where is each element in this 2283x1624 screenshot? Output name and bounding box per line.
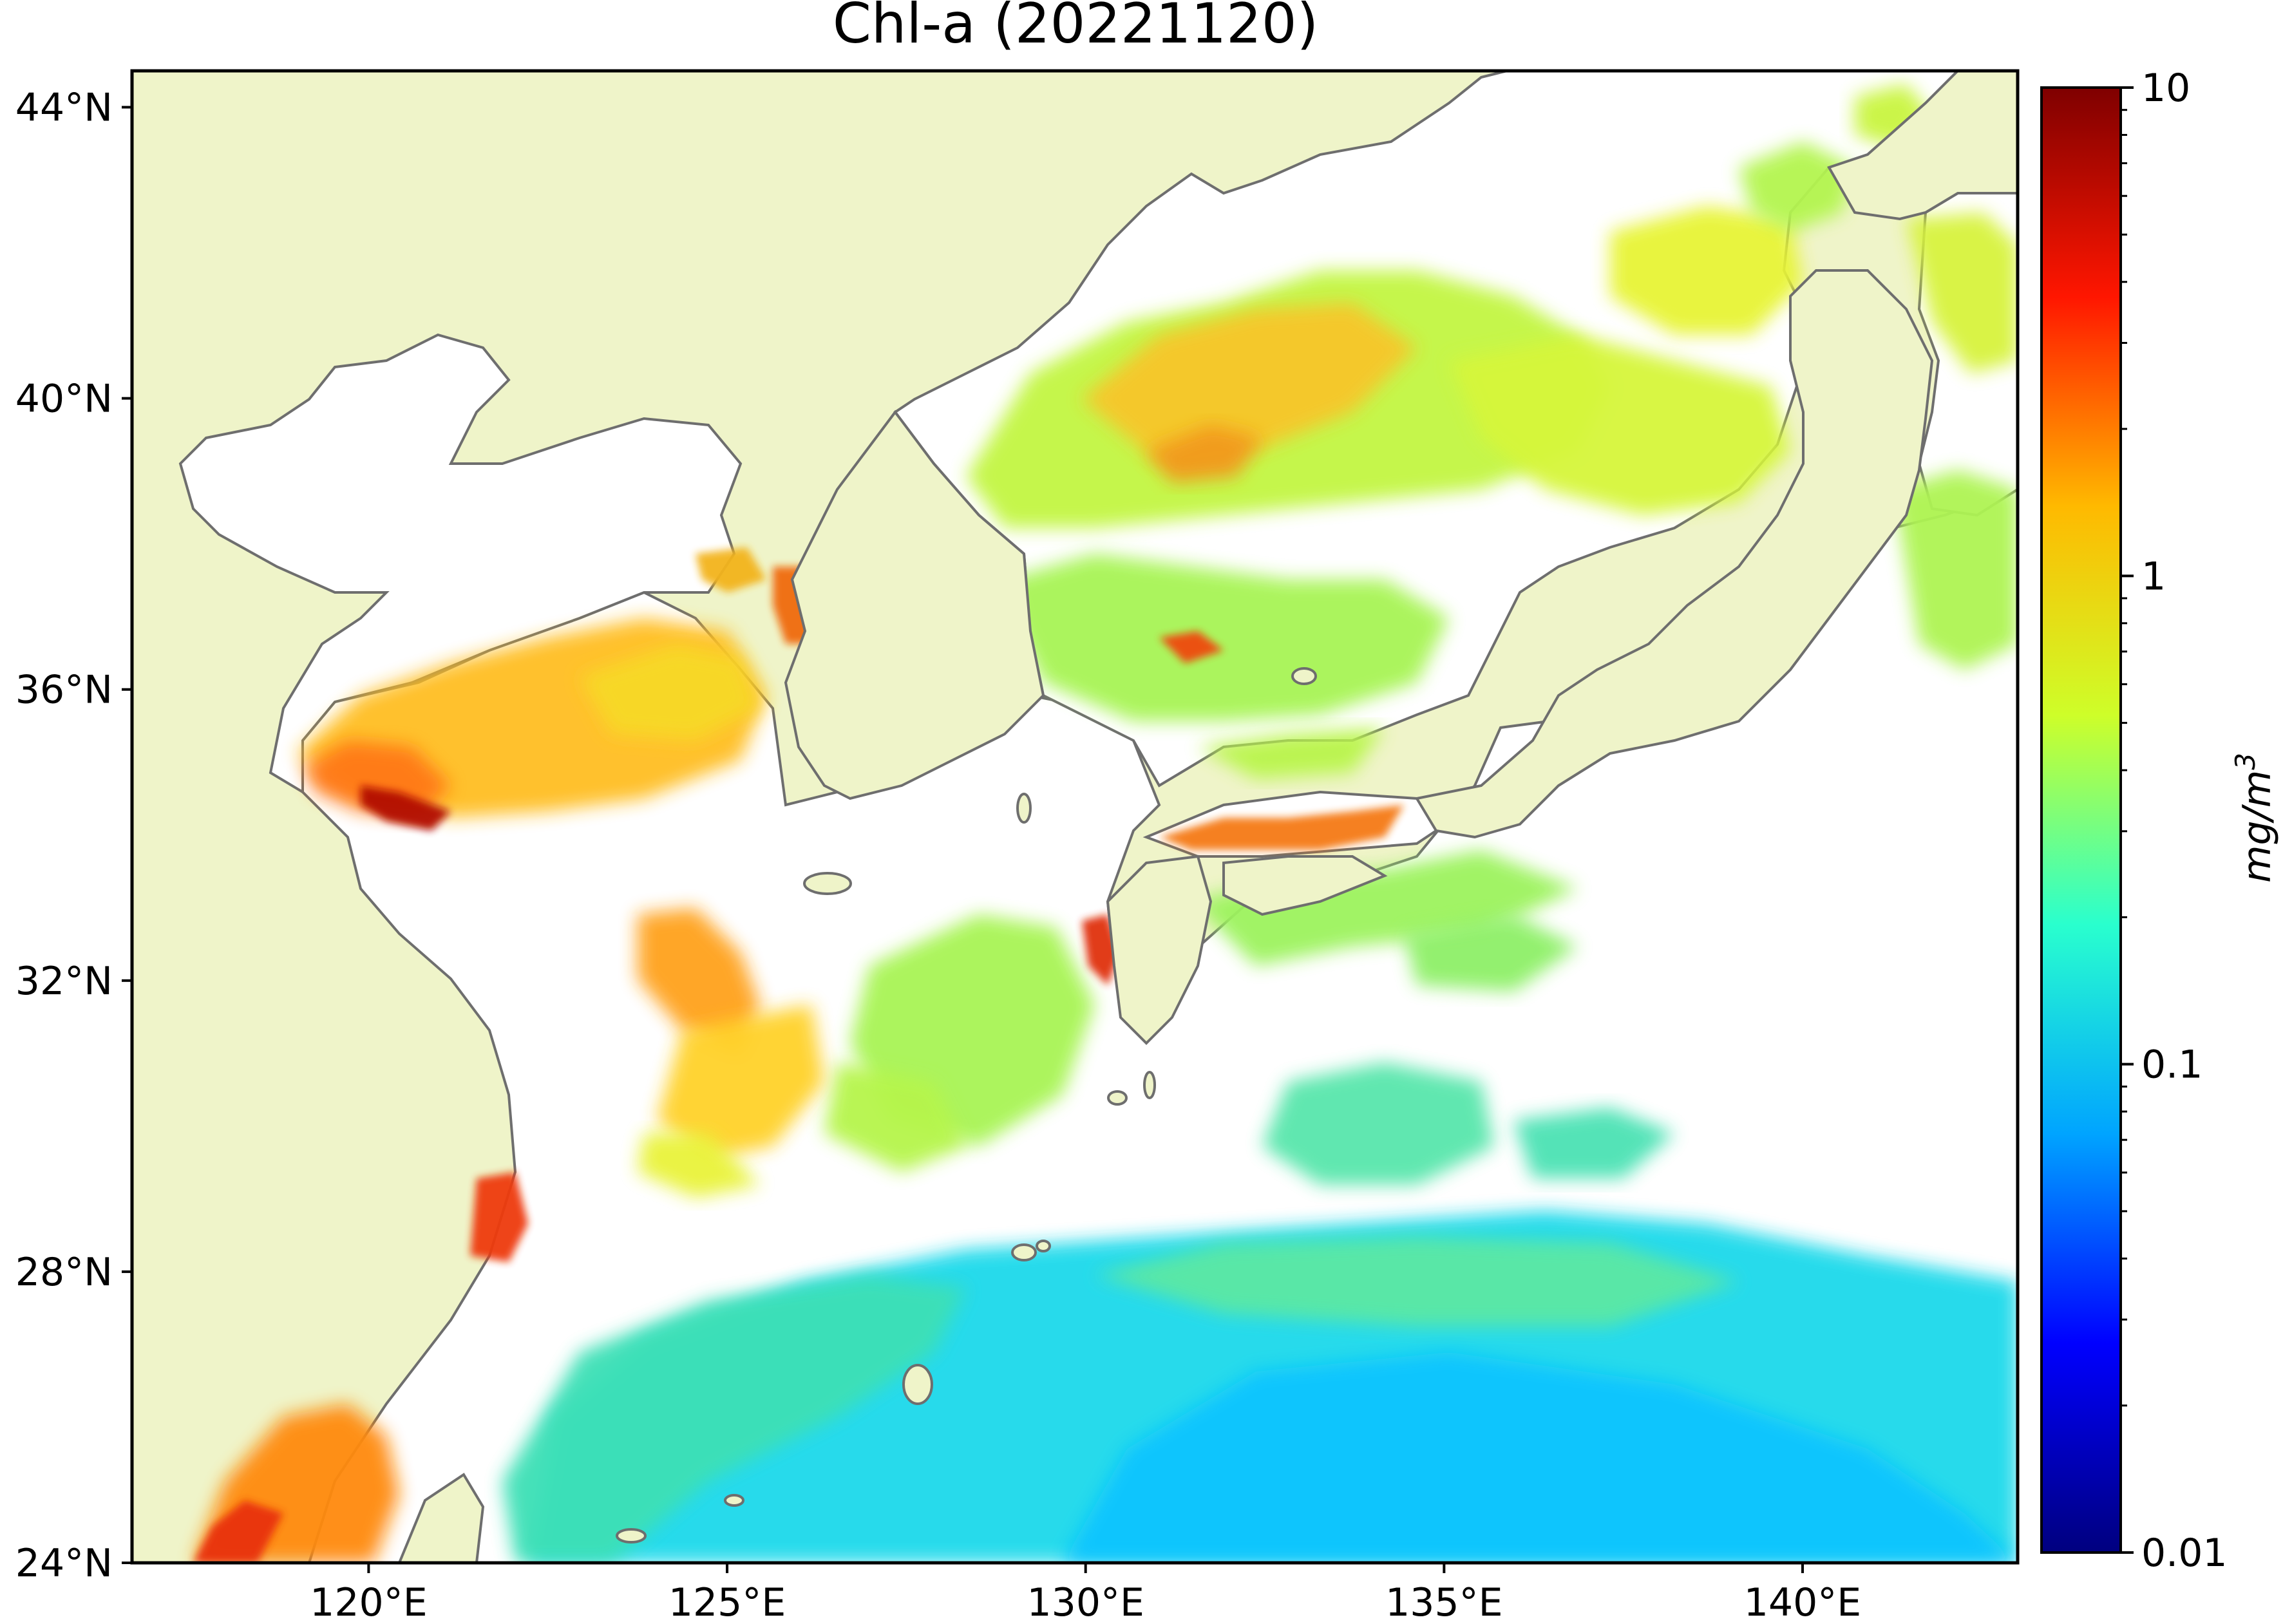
lon-tick-label: 125°E (668, 1580, 786, 1624)
land-region (1106, 854, 1213, 1045)
chl-patch (580, 644, 760, 741)
chl-patch (1005, 554, 1449, 721)
map-frame (130, 69, 2020, 1565)
lat-tick-label: 36°N (15, 668, 113, 713)
colorbar-tick-label: 0.01 (2141, 1531, 2228, 1576)
lat-tick-label: 44°N (15, 86, 113, 131)
chl-patch (1082, 303, 1417, 464)
chl-patch (824, 1062, 966, 1172)
chl-patch (1146, 425, 1262, 483)
chl-patch (657, 1005, 824, 1159)
colorbar-tick-label: 10 (2141, 66, 2190, 111)
chl-patch (1095, 1236, 1739, 1327)
land-region (1016, 793, 1032, 824)
land-region (803, 872, 852, 895)
lat-tick-label: 28°N (15, 1250, 113, 1295)
map-title: Chl-a (20221120) (833, 0, 1318, 56)
colorbar-gradient (2040, 86, 2122, 1554)
lon-tick-label: 120°E (310, 1580, 427, 1624)
chlorophyll-data (193, 84, 2018, 1563)
chl-patch (1198, 728, 1385, 779)
chl-patch (1404, 914, 1578, 992)
chl-patch (1063, 1352, 2018, 1563)
chl-patch (502, 1275, 966, 1563)
land-region (1414, 269, 1934, 839)
chl-patch (1262, 1062, 1494, 1185)
map-panel (132, 71, 2018, 1563)
chl-patch (1159, 805, 1404, 850)
land-region (1036, 1240, 1051, 1252)
land-region (1011, 1243, 1037, 1261)
chl-patch (1513, 1108, 1674, 1178)
lat-tick-label: 40°N (15, 377, 113, 422)
colorbar: 10 1 0.1 0.01 mg/m3 (2040, 66, 2280, 1576)
chl-patch (1610, 206, 1803, 335)
land-masses (397, 71, 2018, 1563)
land-region (1107, 1090, 1128, 1106)
longitude-axis: 120°E 125°E 130°E 135°E 140°E (310, 1563, 1861, 1624)
chl-patch (1159, 631, 1224, 663)
land-region (397, 1473, 485, 1563)
lat-tick-label: 24°N (15, 1541, 113, 1586)
chl-patch (1906, 212, 2018, 373)
land-region (1143, 1071, 1156, 1099)
chl-patch (638, 908, 760, 1056)
land-region (724, 1494, 744, 1507)
land-region (616, 1528, 647, 1544)
lon-tick-label: 130°E (1027, 1580, 1144, 1624)
land-region (1827, 71, 2018, 221)
chl-patch (361, 786, 451, 831)
colorbar-tick-label: 0.1 (2141, 1043, 2202, 1088)
land-region (1222, 855, 1388, 916)
land-region (902, 1364, 933, 1405)
chl-patch (696, 547, 766, 592)
chl-patch (1449, 335, 1790, 515)
chl-patch (1893, 470, 2018, 670)
chl-patch (1739, 142, 1855, 232)
colorbar-tick-label: 1 (2141, 554, 2166, 599)
lat-tick-label: 32°N (15, 959, 113, 1004)
chl-patch (638, 1133, 760, 1198)
chl-patch (193, 1500, 283, 1563)
lon-tick-label: 140°E (1744, 1580, 1861, 1624)
land-region (784, 410, 1045, 800)
lon-tick-label: 135°E (1385, 1580, 1502, 1624)
land-region (1291, 667, 1317, 685)
colorbar-label: mg/m3 (2230, 753, 2280, 883)
latitude-axis: 24°N 28°N 32°N 36°N 40°N 44°N (15, 86, 132, 1586)
colorbar-ticks: 10 1 0.1 0.01 (2121, 66, 2228, 1576)
chl-patch (470, 1172, 528, 1262)
colorbar-label-superscript: 3 (2230, 753, 2261, 770)
